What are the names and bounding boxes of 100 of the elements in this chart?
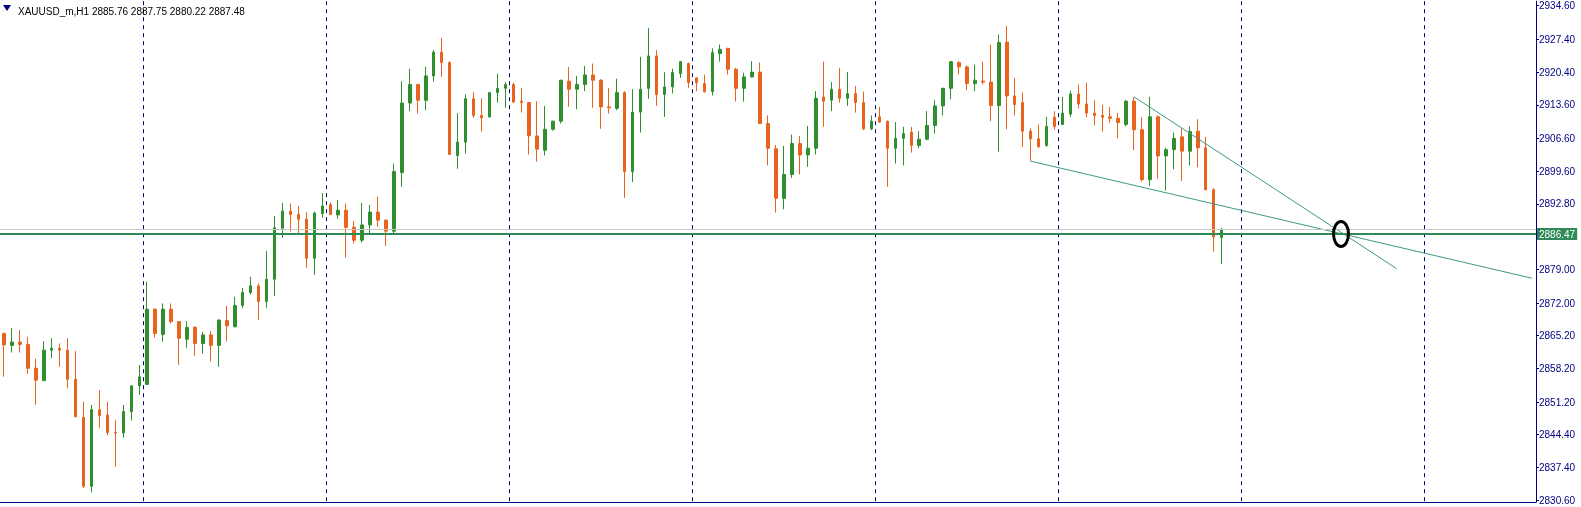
candlestick bbox=[42, 340, 46, 382]
candlestick bbox=[782, 145, 786, 210]
candlestick bbox=[336, 199, 340, 220]
candlestick bbox=[416, 83, 420, 115]
candlestick bbox=[806, 125, 810, 168]
candlestick bbox=[854, 85, 857, 114]
candlestick bbox=[217, 318, 221, 368]
candlestick bbox=[599, 78, 603, 130]
candlestick bbox=[1212, 187, 1215, 253]
ref-line-label: 2886.47 bbox=[1539, 228, 1576, 240]
candlestick bbox=[504, 81, 507, 109]
candlestick bbox=[798, 135, 802, 175]
candlestick bbox=[949, 60, 953, 100]
candlestick bbox=[400, 80, 404, 188]
candlestick bbox=[344, 203, 348, 259]
candlestick bbox=[480, 97, 483, 133]
candlestick bbox=[567, 66, 571, 108]
y-tick-label: 2906.60 bbox=[1539, 132, 1576, 144]
candlestick bbox=[408, 68, 412, 112]
candlestick bbox=[615, 78, 619, 111]
candlestick bbox=[249, 276, 252, 295]
candlestick bbox=[1101, 104, 1104, 133]
y-tick-label: 2927.40 bbox=[1539, 33, 1576, 45]
candlestick bbox=[527, 101, 531, 155]
candlestick bbox=[321, 192, 324, 219]
candlestick bbox=[305, 211, 308, 269]
candlestick bbox=[639, 56, 642, 134]
candlestick bbox=[1196, 118, 1200, 168]
y-tick-label: 2892.80 bbox=[1539, 198, 1576, 210]
candlestick bbox=[273, 215, 276, 297]
candlestick bbox=[114, 419, 117, 468]
candlestick bbox=[695, 76, 698, 92]
candlestick bbox=[1188, 125, 1192, 166]
y-tick-label: 2844.40 bbox=[1539, 428, 1576, 440]
candlestick bbox=[981, 61, 985, 85]
candlestick bbox=[145, 281, 149, 386]
candlestick bbox=[822, 61, 825, 128]
candlestick bbox=[1132, 96, 1136, 151]
candlestick bbox=[838, 67, 841, 104]
candlestick bbox=[687, 62, 690, 89]
candlestick bbox=[933, 99, 937, 135]
candlestick bbox=[655, 49, 658, 107]
candlestick bbox=[241, 287, 244, 309]
candlestick bbox=[671, 68, 674, 95]
y-tick-label: 2865.20 bbox=[1539, 329, 1576, 341]
candlestick bbox=[894, 121, 897, 165]
candlestick bbox=[583, 65, 587, 92]
candlestick bbox=[1148, 96, 1152, 187]
candlestick bbox=[74, 350, 77, 418]
candlestick bbox=[830, 81, 833, 112]
candlestick bbox=[790, 133, 794, 179]
candlestick bbox=[1013, 77, 1016, 116]
candlestick bbox=[711, 47, 714, 96]
y-tick-label: 2837.40 bbox=[1539, 462, 1576, 474]
y-tick-label: 2830.60 bbox=[1539, 494, 1576, 506]
y-tick-label: 2920.40 bbox=[1539, 67, 1576, 79]
candlestick bbox=[512, 82, 515, 104]
candlestick bbox=[161, 302, 165, 343]
candlestick bbox=[663, 71, 666, 118]
candlestick bbox=[1061, 96, 1064, 126]
candlestick bbox=[1045, 116, 1048, 148]
candlestick bbox=[185, 320, 189, 349]
candlestick bbox=[122, 404, 125, 439]
candlestick bbox=[376, 196, 380, 228]
candlestick bbox=[90, 404, 93, 493]
candlestick bbox=[1053, 110, 1056, 131]
candlestick bbox=[1037, 123, 1040, 149]
candlestick bbox=[130, 384, 133, 422]
candlestick bbox=[82, 401, 85, 489]
candlestick bbox=[1164, 147, 1168, 192]
candlestick bbox=[846, 71, 849, 107]
y-tick-label: 2851.20 bbox=[1539, 396, 1576, 408]
candlestick bbox=[10, 327, 14, 354]
candlestick bbox=[631, 88, 634, 183]
candlestick bbox=[169, 302, 173, 324]
candlestick bbox=[289, 203, 292, 233]
candlestick bbox=[496, 73, 499, 104]
candlestick bbox=[862, 91, 865, 131]
chart-title: XAUUSD_m,H1 2885.76 2887.75 2880.22 2887.48 bbox=[18, 5, 246, 17]
candlestick bbox=[989, 44, 993, 122]
candlestick bbox=[726, 47, 730, 75]
candlestick bbox=[718, 44, 722, 63]
candlestick bbox=[973, 64, 977, 92]
candlestick bbox=[18, 329, 22, 354]
candlestick bbox=[201, 331, 205, 354]
candlestick bbox=[902, 126, 905, 166]
candlestick bbox=[703, 74, 706, 94]
y-tick-label: 2913.60 bbox=[1539, 99, 1576, 111]
candlestick bbox=[297, 205, 300, 236]
candlestick bbox=[209, 330, 213, 363]
candlestick bbox=[472, 91, 475, 119]
candlestick bbox=[886, 120, 889, 188]
candlestick bbox=[1172, 132, 1176, 170]
candlestick bbox=[1124, 99, 1128, 127]
candlestick bbox=[997, 34, 1001, 153]
candlestick bbox=[424, 66, 428, 111]
y-tick-label: 2934.60 bbox=[1539, 0, 1576, 11]
candlestick bbox=[1021, 92, 1024, 148]
candlestick bbox=[1077, 84, 1080, 109]
candlestick bbox=[265, 250, 268, 309]
